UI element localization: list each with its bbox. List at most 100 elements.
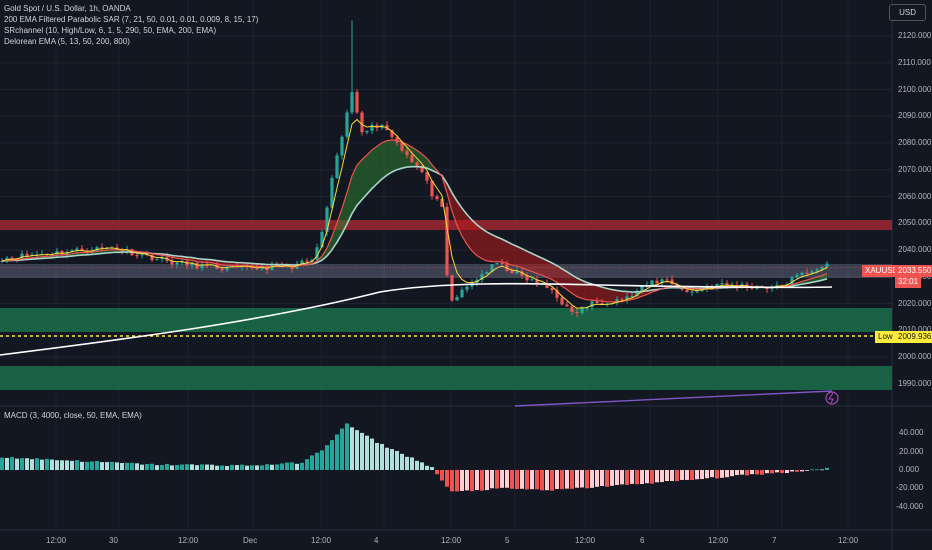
macd-bar [825, 467, 829, 470]
candle-body [255, 268, 259, 270]
macd-bar [150, 463, 154, 470]
macd-bar [530, 470, 534, 490]
macd-bar [95, 460, 99, 470]
candle-body [160, 257, 164, 260]
candle-body [690, 291, 694, 293]
macd-bar [815, 469, 819, 471]
macd-bar [545, 470, 549, 491]
cloud-segment [537, 255, 542, 276]
macd-bar [750, 470, 754, 475]
macd-bar [370, 438, 374, 470]
candle-body [650, 280, 654, 286]
macd-bar [760, 470, 764, 475]
price-axis-label: 2090.000 [898, 111, 932, 121]
candle-body [60, 250, 64, 254]
price-axis-label: 2060.000 [898, 191, 932, 201]
cloud-segment [487, 232, 492, 262]
candle-body [415, 162, 419, 166]
macd-bar [130, 462, 134, 470]
indicator-srchannel[interactable]: SRchannel (10, High/Low, 6, 1, 5, 290, 5… [4, 26, 217, 35]
candle-body [660, 279, 664, 284]
cloud-segment [547, 260, 552, 280]
price-axis-label: 2120.000 [898, 31, 932, 40]
support-zone-upper [0, 308, 892, 332]
macd-bar [30, 459, 34, 470]
candle-body [225, 266, 229, 271]
macd-bar [505, 470, 509, 488]
alert-icon [825, 391, 839, 405]
cloud-segment [592, 284, 597, 301]
candle-body [80, 248, 84, 251]
candle-body [455, 297, 459, 301]
cloud-segment [502, 239, 507, 264]
macd-bar [680, 470, 684, 480]
cloud-segment [612, 289, 617, 302]
indicator-delorean-ema[interactable]: Delorean EMA (5, 13, 50, 200, 800) [4, 37, 130, 46]
macd-bar [50, 459, 54, 470]
macd-bar [195, 465, 199, 470]
macd-legend[interactable]: MACD (3, 4000, close, 50, EMA, EMA) [4, 411, 142, 420]
macd-bar [555, 470, 559, 489]
macd-bar [440, 470, 444, 481]
cloud-segment [427, 158, 432, 171]
candle-body [490, 264, 494, 272]
cloud-segment [607, 288, 612, 302]
cloud-segment [567, 271, 572, 294]
macd-bar [515, 470, 519, 490]
candle-body [150, 254, 154, 261]
macd-bar [405, 456, 409, 470]
macd-bar [560, 470, 564, 490]
macd-bar [705, 470, 709, 479]
macd-bar [570, 470, 574, 489]
currency-button[interactable]: USD [889, 4, 926, 21]
macd-bar [710, 470, 714, 478]
macd-bar [315, 452, 319, 470]
price-axis-label: 2080.000 [898, 138, 932, 147]
cloud-segment [342, 192, 347, 234]
macd-bar [655, 470, 659, 483]
indicator-psar[interactable]: 200 EMA Filtered Parabolic SAR (7, 21, 5… [4, 15, 259, 24]
time-axis-label: 12:00 [441, 536, 462, 545]
macd-bar [420, 462, 424, 470]
macd-bar [45, 458, 49, 470]
candle-body [520, 271, 524, 276]
macd-bar [5, 457, 9, 470]
time-axis-label: 30 [109, 536, 118, 545]
candle-body [325, 207, 329, 232]
candle-body [305, 260, 309, 262]
macd-bar [180, 464, 184, 470]
macd-bar [145, 464, 149, 470]
candle-body [780, 284, 784, 286]
macd-bar [820, 469, 824, 471]
candle-body [400, 142, 404, 151]
cloud-segment [362, 154, 367, 200]
cloud-segment [642, 290, 647, 297]
candle-body [640, 285, 644, 291]
symbol-title[interactable]: Gold Spot / U.S. Dollar, 1h, OANDA [4, 4, 131, 13]
candle-body [320, 231, 324, 248]
cloud-segment [347, 175, 352, 225]
macd-bar [310, 455, 314, 470]
candle-body [170, 260, 174, 265]
macd-bar [615, 470, 619, 485]
candle-body [795, 274, 799, 278]
cloud-segment [577, 278, 582, 299]
macd-bar [430, 467, 434, 470]
cloud-segment [597, 285, 602, 302]
cloud-segment [367, 149, 372, 195]
macd-bar [730, 470, 734, 477]
macd-bar [780, 470, 784, 474]
cloud-segment [587, 282, 592, 301]
candle-body [545, 283, 549, 288]
candle-body [820, 267, 824, 270]
macd-axis-label: 0.000 [899, 465, 920, 474]
macd-bar [190, 464, 194, 470]
last-price-tag: 2033.550 [895, 265, 932, 277]
price-axis-label: 2020.000 [898, 298, 932, 308]
macd-bar [250, 465, 254, 470]
candle-body [515, 271, 519, 274]
candle-body [535, 279, 539, 285]
macd-bar [490, 470, 494, 489]
macd-bar [480, 470, 484, 491]
